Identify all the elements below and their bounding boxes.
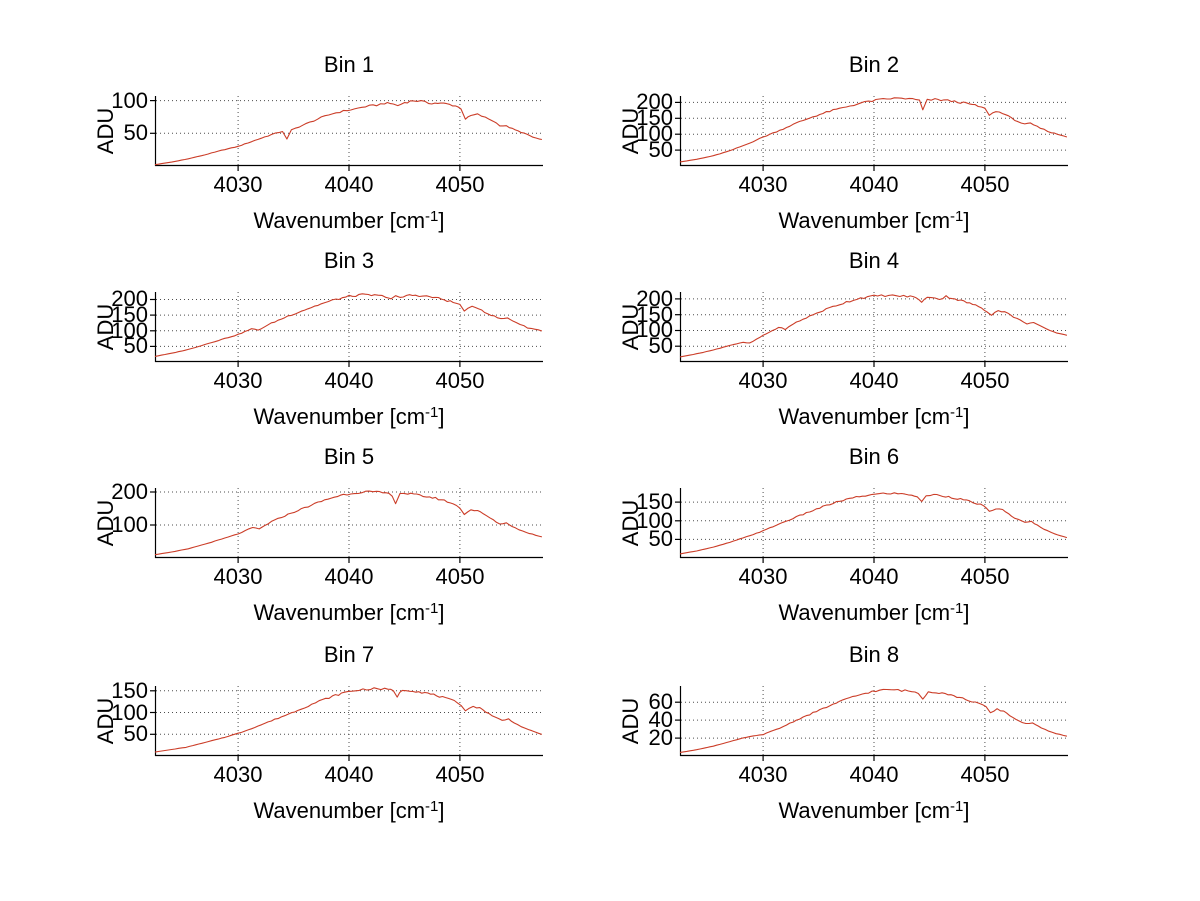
x-axis-label-superscript: -1 — [950, 404, 964, 421]
subplot-bin-1: Bin 1 ADU 50 100 4030 4040 4050 Wavenumber … — [93, 52, 543, 233]
spectrum-plot — [150, 488, 543, 563]
spectrum-line — [679, 97, 1068, 163]
spectrum-plot — [675, 96, 1068, 171]
spectrum-line — [679, 688, 1068, 753]
subplot-title: Bin 5 — [323, 444, 375, 469]
subplot-title: Bin 2 — [848, 52, 900, 77]
x-tick-label: 4040 — [324, 172, 374, 197]
x-tick-label: 4030 — [738, 172, 788, 197]
x-axis-label: Wavenumber [cm-1] — [155, 204, 543, 236]
subplot-title: Bin 8 — [848, 642, 900, 667]
spectrum-plot — [675, 292, 1068, 367]
subplot-bin-2: Bin 2 ADU 50 100 150 200 4030 4040 4050 Waven… — [618, 52, 1068, 233]
x-tick-label: 4040 — [849, 368, 899, 393]
spectrum-plot — [675, 488, 1068, 563]
y-axis-label: ADU — [618, 303, 643, 351]
subplot-bin-6: Bin 6 ADU 50 100 150 4030 4040 4050 Wavenumb… — [618, 444, 1068, 625]
x-axis-label-superscript: -1 — [425, 600, 439, 617]
x-axis-label-text: Wavenumber [cm — [253, 798, 426, 823]
subplot-title: Bin 1 — [323, 52, 375, 77]
spectrum-line — [154, 687, 543, 753]
x-axis-label-bracket: ] — [438, 798, 445, 823]
x-tick-label: 4050 — [435, 762, 485, 787]
x-axis-label-bracket: ] — [438, 404, 445, 429]
x-tick-label: 4050 — [435, 564, 485, 589]
x-tick-label: 4030 — [738, 564, 788, 589]
spectrum-plot — [675, 686, 1068, 761]
y-axis-label: ADU — [93, 303, 118, 351]
y-axis-label: ADU — [618, 697, 643, 745]
x-axis-label-superscript: -1 — [950, 798, 964, 815]
x-axis-label-text: Wavenumber [cm — [778, 404, 951, 429]
x-tick-label: 4040 — [324, 762, 374, 787]
subplot-title: Bin 4 — [848, 248, 900, 273]
x-tick-label: 4030 — [213, 172, 263, 197]
x-axis-label-superscript: -1 — [425, 798, 439, 815]
x-axis-label-text: Wavenumber [cm — [778, 208, 951, 233]
x-tick-label: 4040 — [849, 564, 899, 589]
x-axis-label: Wavenumber [cm-1] — [680, 400, 1068, 432]
x-axis-label-bracket: ] — [963, 208, 970, 233]
x-axis-label-bracket: ] — [963, 600, 970, 625]
x-tick-label: 4050 — [960, 172, 1010, 197]
y-axis-label: ADU — [93, 107, 118, 155]
x-axis-label-text: Wavenumber [cm — [253, 404, 426, 429]
x-axis-label: Wavenumber [cm-1] — [680, 596, 1068, 628]
x-tick-label: 4040 — [324, 368, 374, 393]
spectrum-line — [679, 492, 1068, 555]
x-tick-label: 4030 — [213, 564, 263, 589]
y-axis-label: ADU — [93, 499, 118, 547]
subplot-title: Bin 6 — [848, 444, 900, 469]
x-axis-label-superscript: -1 — [425, 404, 439, 421]
x-axis-label-text: Wavenumber [cm — [253, 600, 426, 625]
x-axis-label-text: Wavenumber [cm — [253, 208, 426, 233]
spectrum-plot — [150, 292, 543, 367]
y-axis-label: ADU — [618, 499, 643, 547]
subplot-bin-4: Bin 4 ADU 50 100 150 200 4030 4040 4050 Waven… — [618, 248, 1068, 429]
x-axis-label-bracket: ] — [438, 208, 445, 233]
x-tick-label: 4050 — [960, 368, 1010, 393]
x-tick-label: 4050 — [435, 368, 485, 393]
y-axis-label: ADU — [618, 107, 643, 155]
x-tick-label: 4040 — [849, 172, 899, 197]
x-axis-label-text: Wavenumber [cm — [778, 600, 951, 625]
x-axis-label-bracket: ] — [438, 600, 445, 625]
x-tick-label: 4030 — [213, 368, 263, 393]
spectrum-plot — [150, 96, 543, 171]
x-axis-label: Wavenumber [cm-1] — [680, 204, 1068, 236]
x-tick-label: 4040 — [324, 564, 374, 589]
x-axis-label-bracket: ] — [963, 798, 970, 823]
subplot-title: Bin 3 — [323, 248, 375, 273]
spectrum-line — [154, 293, 543, 357]
x-tick-label: 4050 — [960, 564, 1010, 589]
subplot-bin-3: Bin 3 ADU 50 100 150 200 4030 4040 4050 Waven… — [93, 248, 543, 429]
x-tick-label: 4030 — [213, 762, 263, 787]
x-tick-label: 4040 — [849, 762, 899, 787]
subplot-title: Bin 7 — [323, 642, 375, 667]
x-tick-label: 4050 — [960, 762, 1010, 787]
x-axis-label-text: Wavenumber [cm — [778, 798, 951, 823]
x-axis-label-bracket: ] — [963, 404, 970, 429]
x-axis-label-superscript: -1 — [950, 208, 964, 225]
x-tick-label: 4050 — [435, 172, 485, 197]
subplot-bin-7: Bin 7 ADU 50 100 150 4030 4040 4050 Wavenumb… — [93, 642, 543, 823]
y-axis-label: ADU — [93, 697, 118, 745]
spectrum-line — [679, 294, 1068, 358]
subplot-bin-5: Bin 5 ADU 100 200 4030 4040 4050 Wavenumber… — [93, 444, 543, 625]
subplot-bin-8: Bin 8 ADU 20 40 60 4030 4040 4050 Wavenumber… — [618, 642, 1068, 823]
spectrum-line — [154, 100, 543, 166]
x-tick-label: 4030 — [738, 368, 788, 393]
spectrum-line — [154, 490, 543, 556]
x-tick-label: 4030 — [738, 762, 788, 787]
spectrum-plot — [150, 686, 543, 761]
x-axis-label: Wavenumber [cm-1] — [680, 794, 1068, 826]
x-axis-label-superscript: -1 — [425, 208, 439, 225]
x-axis-label: Wavenumber [cm-1] — [155, 596, 543, 628]
x-axis-label: Wavenumber [cm-1] — [155, 400, 543, 432]
x-axis-label-superscript: -1 — [950, 600, 964, 617]
x-axis-label: Wavenumber [cm-1] — [155, 794, 543, 826]
